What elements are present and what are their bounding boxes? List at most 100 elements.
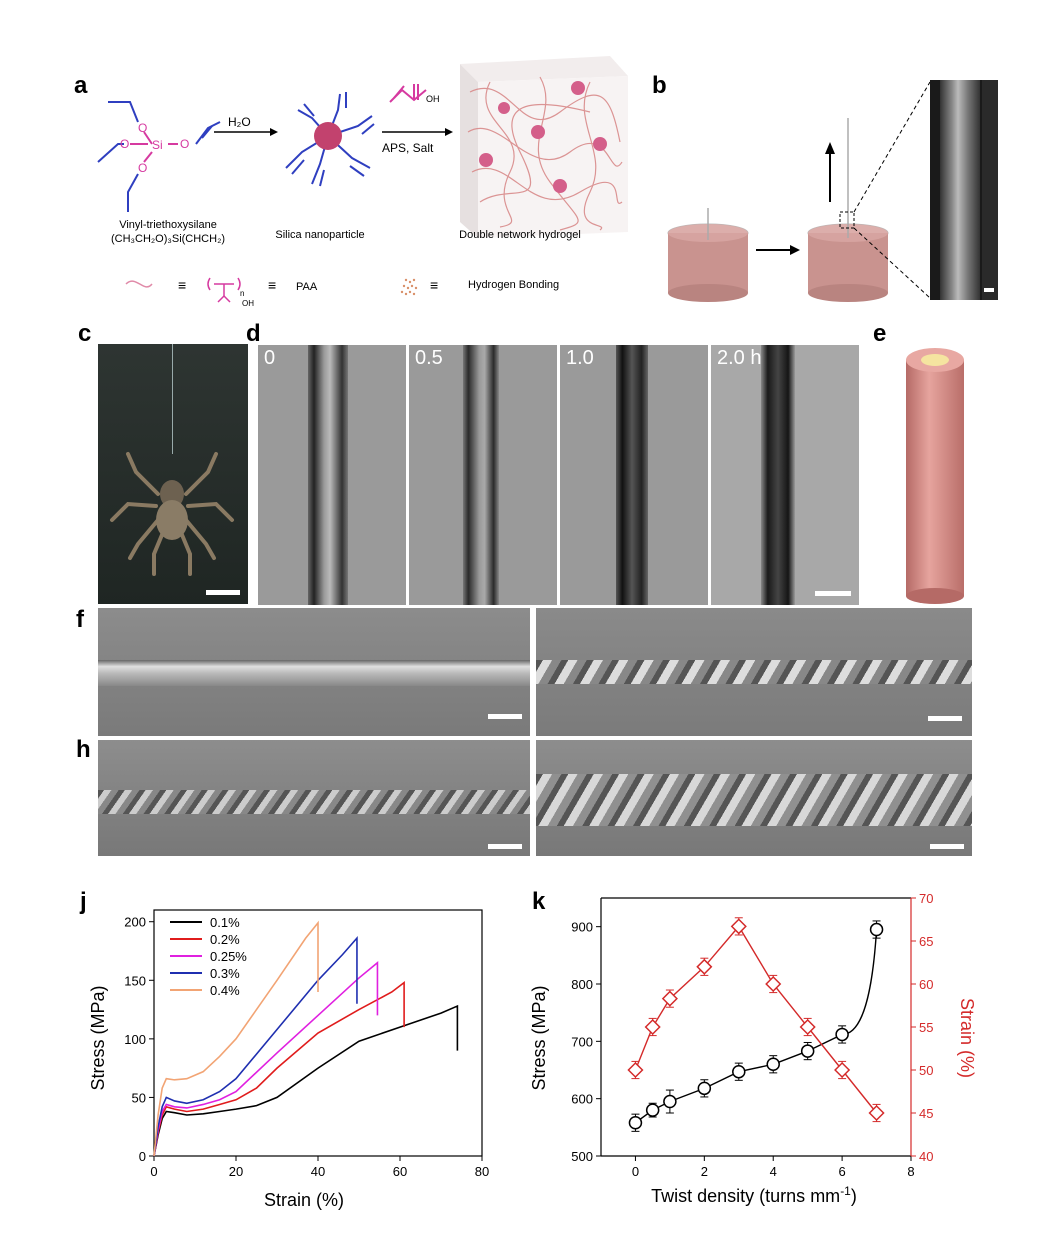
y-tick-label: 0 <box>139 1149 146 1164</box>
x-tick-label: 40 <box>311 1164 325 1179</box>
hydrogel-caption: Double network hydrogel <box>459 229 581 241</box>
fiber-image-t0: 0 <box>258 345 406 605</box>
y-tick-label-right: 50 <box>919 1063 933 1078</box>
stress-point <box>628 1115 643 1130</box>
x-tick-label: 8 <box>907 1164 914 1179</box>
strain-point <box>765 975 782 993</box>
oxygen-label-1: O <box>138 121 147 135</box>
y-tick-label-left: 700 <box>571 1034 593 1049</box>
y-tick-label-left: 600 <box>571 1092 593 1107</box>
stress-point <box>697 1081 712 1096</box>
panel-label-c: c <box>78 320 92 347</box>
fiber-core <box>921 354 949 366</box>
strain-point <box>696 958 713 975</box>
hydrogen-bonding-label: Hydrogen Bonding <box>468 279 559 291</box>
strain-point <box>644 1018 661 1036</box>
series-line-03 <box>153 935 358 1157</box>
panel-label-f: f <box>76 606 84 633</box>
synthesis-schematic: O O Si O O H₂O OH APS, Salt <box>97 56 628 308</box>
x-tick-label: 4 <box>770 1164 777 1179</box>
y-tick-label-right: 65 <box>919 934 933 949</box>
zoom-line-top <box>853 81 931 213</box>
time-label-0: 0 <box>264 347 276 369</box>
legend-label: 0.3% <box>210 966 240 981</box>
x-tick-label: 20 <box>229 1164 243 1179</box>
fiber-drawing-schematic <box>667 81 931 302</box>
spider-legs <box>110 452 234 576</box>
x-tick-label: 60 <box>393 1164 407 1179</box>
stress-point <box>732 1064 746 1079</box>
y-tick-label-left: 800 <box>571 977 593 992</box>
legend-label: 0.2% <box>210 932 240 947</box>
fiber-image-t1: 1.0 <box>560 345 708 605</box>
time-label-2: 2.0 h <box>717 347 762 369</box>
series-line-02 <box>153 981 405 1157</box>
scale-bar-c <box>206 590 240 595</box>
panel-label-k: k <box>532 888 546 915</box>
x-axis-label: Twist density (turns mm-1) <box>651 1184 857 1206</box>
nanoparticle-core <box>314 122 342 150</box>
strain-point <box>730 918 747 935</box>
equiv-symbol-2: ≡ <box>268 277 276 293</box>
stress-line <box>635 929 878 1124</box>
series-line-04 <box>153 920 319 1157</box>
twist-density-chart: 0 2 4 6 8 500 600 700 800 900 40 45 50 55 60 65 70 Twist… <box>529 891 975 1206</box>
x-tick-label: 6 <box>838 1164 845 1179</box>
oxygen-label-4: O <box>138 161 147 175</box>
stress-point <box>835 1027 849 1042</box>
spider-cephalothorax <box>160 480 184 508</box>
water-reagent-label: H₂O <box>228 115 251 129</box>
y-tick-label-left: 500 <box>571 1149 593 1164</box>
legend-label: 0.4% <box>210 983 240 998</box>
y-axis-label: Stress (MPa) <box>88 985 108 1090</box>
legend-label: 0.25% <box>210 949 247 964</box>
oxygen-label-2: O <box>120 137 129 151</box>
sem-fiber-image <box>930 80 998 300</box>
scale-bar-f <box>488 714 522 719</box>
nanoparticle-caption: Silica nanoparticle <box>275 229 364 241</box>
oxygen-label-3: O <box>180 137 189 151</box>
y-tick-label: 50 <box>132 1090 146 1105</box>
y-tick-label: 150 <box>124 973 146 988</box>
x-tick-label: 0 <box>632 1164 639 1179</box>
stress-strain-chart: 0 20 40 60 80 0 50 100 150 200 0.1% 0.2% 0.25% 0.3% 0.… <box>88 909 489 1210</box>
stress-point <box>766 1057 780 1072</box>
paa-repeat-unit <box>207 277 241 303</box>
y-tick-label: 100 <box>124 1032 146 1047</box>
scale-bar-h <box>488 844 522 849</box>
panel-label-b: b <box>652 72 667 99</box>
beaker-2 <box>807 118 889 302</box>
series-line-025 <box>153 961 379 1157</box>
x-tick-label: 2 <box>701 1164 708 1179</box>
y-axis-label-left: Stress (MPa) <box>529 985 549 1090</box>
sem-three-ply-fiber <box>98 740 530 856</box>
scale-bar-g <box>928 716 962 721</box>
x-tick-label: 80 <box>475 1164 489 1179</box>
y-tick-label-left: 900 <box>571 920 593 935</box>
paa-chain-symbol <box>125 280 153 288</box>
scale-bar-d <box>815 591 851 596</box>
scale-bar-i <box>930 844 964 849</box>
fiber-image-t2: 2.0 h <box>711 345 859 605</box>
y-axis-label-right: Strain (%) <box>957 998 975 1078</box>
y-tick-label-right: 45 <box>919 1106 933 1121</box>
scale-bar-b <box>984 288 994 292</box>
stress-point <box>645 1103 660 1117</box>
paa-n-label: n <box>240 289 244 298</box>
y-tick-label-right: 55 <box>919 1020 933 1035</box>
stress-point <box>869 922 884 937</box>
paa-label: PAA <box>296 281 318 293</box>
beaker-1 <box>667 208 749 302</box>
panel-label-d: d <box>246 320 261 347</box>
sem-single-fiber <box>98 608 530 736</box>
y-tick-label: 200 <box>124 915 146 930</box>
stress-point <box>800 1044 815 1058</box>
spider-photo <box>98 344 248 604</box>
y-tick-label-right: 60 <box>919 977 933 992</box>
zoom-line-bottom <box>853 227 931 299</box>
time-label-1: 1.0 <box>566 347 594 369</box>
fiber-image-t05: 0.5 <box>409 345 557 605</box>
silane-formula-caption: (CH₃CH₂O)₃Si(CHCH₂) <box>111 233 225 245</box>
silane-name-caption: Vinyl-triethoxysilane <box>119 219 217 231</box>
strain-line <box>634 925 878 1114</box>
